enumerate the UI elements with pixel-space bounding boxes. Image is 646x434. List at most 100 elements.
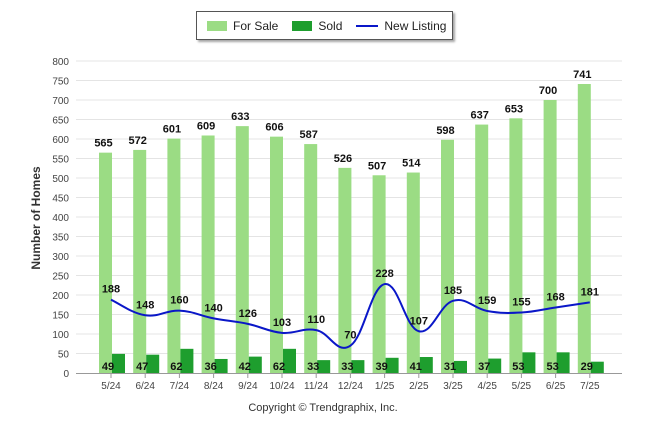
legend-item-for-sale[interactable]: For Sale — [207, 19, 278, 33]
data-label-new-listing: 188 — [102, 284, 120, 296]
bar-sold — [385, 357, 399, 373]
data-label-sold: 33 — [341, 361, 353, 373]
legend-label-new-listing: New Listing — [384, 18, 447, 33]
legend-label-sold: Sold — [318, 18, 343, 33]
legend-item-sold[interactable]: Sold — [292, 19, 342, 33]
y-tick-label: 0 — [63, 369, 69, 380]
data-label-new-listing: 110 — [307, 314, 325, 326]
data-label-sold: 36 — [204, 361, 216, 373]
bar-sold — [488, 358, 502, 373]
data-label-new-listing: 148 — [136, 299, 154, 311]
y-tick-label: 250 — [52, 272, 69, 283]
bar-for-sale — [133, 149, 147, 373]
y-tick-label: 150 — [52, 311, 69, 322]
data-label-new-listing: 185 — [444, 285, 462, 297]
y-tick-label: 400 — [52, 213, 69, 224]
x-tick-label: 5/25 — [512, 381, 532, 392]
data-label-sold: 29 — [581, 361, 593, 373]
data-label-sold: 53 — [512, 361, 524, 373]
bar-for-sale — [406, 172, 420, 373]
data-label-for-sale: 514 — [402, 158, 421, 170]
data-label-sold: 62 — [273, 361, 285, 373]
data-label-new-listing: 126 — [239, 308, 257, 320]
data-label-sold: 62 — [170, 361, 182, 373]
bar-sold — [214, 358, 228, 373]
x-tick-label: 4/25 — [477, 381, 497, 392]
data-label-for-sale: 606 — [265, 122, 283, 134]
bar-for-sale — [235, 126, 249, 373]
copyright: Copyright © Trendgraphix, Inc. — [248, 402, 398, 414]
data-label-sold: 39 — [375, 361, 387, 373]
data-label-for-sale: 526 — [334, 153, 352, 165]
y-tick-label: 750 — [52, 77, 69, 88]
x-tick-label: 12/24 — [338, 381, 363, 392]
bar-sold — [556, 352, 570, 373]
y-tick-label: 100 — [52, 330, 69, 341]
bar-sold — [419, 357, 433, 373]
bar-for-sale — [304, 144, 318, 373]
bar-sold — [146, 354, 160, 373]
data-label-sold: 49 — [102, 361, 114, 373]
y-tick-label: 450 — [52, 194, 69, 205]
y-tick-label: 200 — [52, 291, 69, 302]
axes: 0 50 100 150 200 250 300 350 400 450 500 550 600 650 7… — [52, 57, 622, 392]
bar-for-sale — [270, 136, 283, 373]
data-label-new-listing: 103 — [273, 317, 291, 329]
data-label-sold: 31 — [444, 361, 456, 373]
bar-sold — [590, 361, 604, 373]
bar-sold — [283, 348, 296, 373]
bar-for-sale — [509, 118, 523, 373]
legend: For Sale Sold New Listing — [196, 11, 453, 40]
x-tick-label: 2/25 — [409, 381, 429, 392]
x-tick-label: 8/24 — [204, 381, 224, 392]
bar-for-sale — [441, 139, 454, 373]
x-tick-label: 6/24 — [135, 381, 155, 392]
y-tick-label: 300 — [52, 252, 69, 263]
x-tick-label: 1/25 — [375, 381, 395, 392]
y-tick-label: 800 — [52, 57, 69, 68]
data-label-new-listing: 155 — [512, 297, 530, 309]
bar-sold — [180, 348, 194, 373]
y-tick-label: 500 — [52, 174, 69, 185]
data-label-new-listing: 140 — [204, 302, 222, 314]
data-label-new-listing: 168 — [546, 291, 564, 303]
bar-sold — [522, 352, 536, 373]
x-tick-label: 3/25 — [443, 381, 463, 392]
data-label-for-sale: 587 — [300, 129, 318, 141]
data-label-for-sale: 572 — [129, 135, 147, 147]
x-tick-label: 7/25 — [580, 381, 600, 392]
x-tick-label: 7/24 — [170, 381, 190, 392]
data-label-for-sale: 653 — [505, 103, 523, 115]
data-label-new-listing: 70 — [344, 330, 356, 342]
data-label-sold: 53 — [546, 361, 558, 373]
new-listing-swatch — [356, 24, 379, 27]
data-label-sold: 33 — [307, 361, 319, 373]
y-tick-label: 550 — [52, 155, 69, 166]
sold-swatch — [292, 20, 313, 31]
bar-for-sale — [167, 138, 181, 373]
bar-for-sale — [338, 167, 352, 373]
x-tick-label: 10/24 — [269, 381, 294, 392]
for-sale-swatch — [207, 20, 227, 31]
bar-for-sale — [475, 124, 489, 373]
data-label-for-sale: 637 — [471, 110, 489, 122]
legend-item-new-listing[interactable]: New Listing — [356, 19, 446, 33]
bar-for-sale — [577, 84, 591, 373]
data-label-new-listing: 107 — [410, 315, 428, 327]
data-label-for-sale: 598 — [436, 125, 454, 137]
data-label-sold: 47 — [136, 361, 148, 373]
x-tick-label: 11/24 — [304, 381, 329, 392]
y-tick-label: 600 — [52, 135, 69, 146]
data-label-for-sale: 565 — [94, 138, 112, 150]
new-listing-line — [110, 283, 590, 349]
data-label-for-sale: 700 — [539, 85, 557, 97]
data-label-for-sale: 633 — [231, 111, 249, 123]
bar-sold — [351, 360, 365, 373]
bar-for-sale — [99, 152, 112, 373]
data-label-for-sale: 507 — [368, 160, 386, 172]
data-label-sold: 37 — [478, 361, 490, 373]
new-listing-path — [110, 283, 590, 349]
bar-sold — [454, 360, 467, 373]
bar-for-sale — [201, 135, 215, 373]
